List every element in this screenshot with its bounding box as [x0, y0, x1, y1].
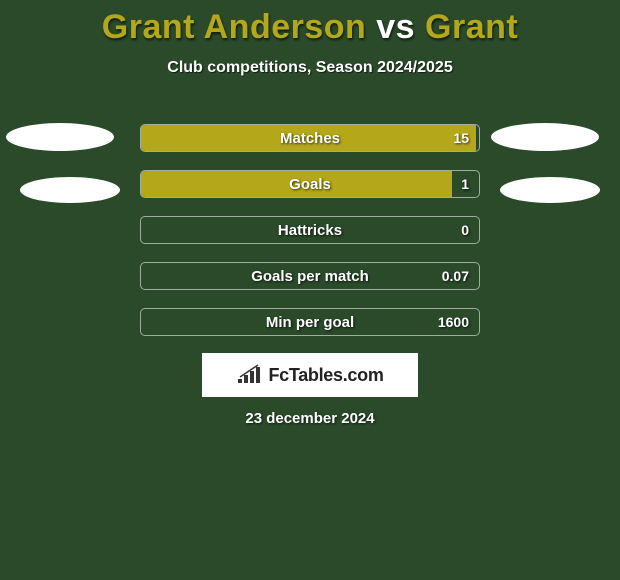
stat-label: Matches: [141, 125, 479, 151]
stat-value: 0.07: [442, 263, 469, 289]
stat-label: Goals: [141, 171, 479, 197]
title-part: Grant: [425, 8, 518, 46]
stat-value: 1: [461, 171, 469, 197]
logo-text: FcTables.com: [268, 365, 383, 386]
stat-row: Matches15: [140, 124, 480, 152]
decoration-ellipse-top-right: [491, 123, 599, 151]
subtitle: Club competitions, Season 2024/2025: [0, 59, 620, 77]
stat-row: Min per goal1600: [140, 308, 480, 336]
comparison-infographic: Grant Anderson vs Grant Club competition…: [0, 0, 620, 580]
date-label: 23 december 2024: [0, 410, 620, 427]
title-part: Grant Anderson: [102, 8, 367, 46]
stat-row: Goals per match0.07: [140, 262, 480, 290]
title-part: vs: [366, 8, 425, 46]
stat-bars: Matches15 Goals1 Hattricks0 Goals per match…: [140, 124, 480, 354]
stat-row: Goals1: [140, 170, 480, 198]
decoration-ellipse-mid-right: [500, 177, 600, 203]
stat-value: 0: [461, 217, 469, 243]
stat-label: Min per goal: [141, 309, 479, 335]
stat-value: 1600: [438, 309, 469, 335]
stat-value: 15: [453, 125, 469, 151]
source-logo: FcTables.com: [202, 353, 418, 397]
stat-row: Hattricks0: [140, 216, 480, 244]
barchart-icon: [236, 363, 262, 388]
decoration-ellipse-top-left: [6, 123, 114, 151]
stat-label: Goals per match: [141, 263, 479, 289]
stat-label: Hattricks: [141, 217, 479, 243]
page-title: Grant Anderson vs Grant: [0, 0, 620, 47]
decoration-ellipse-mid-left: [20, 177, 120, 203]
